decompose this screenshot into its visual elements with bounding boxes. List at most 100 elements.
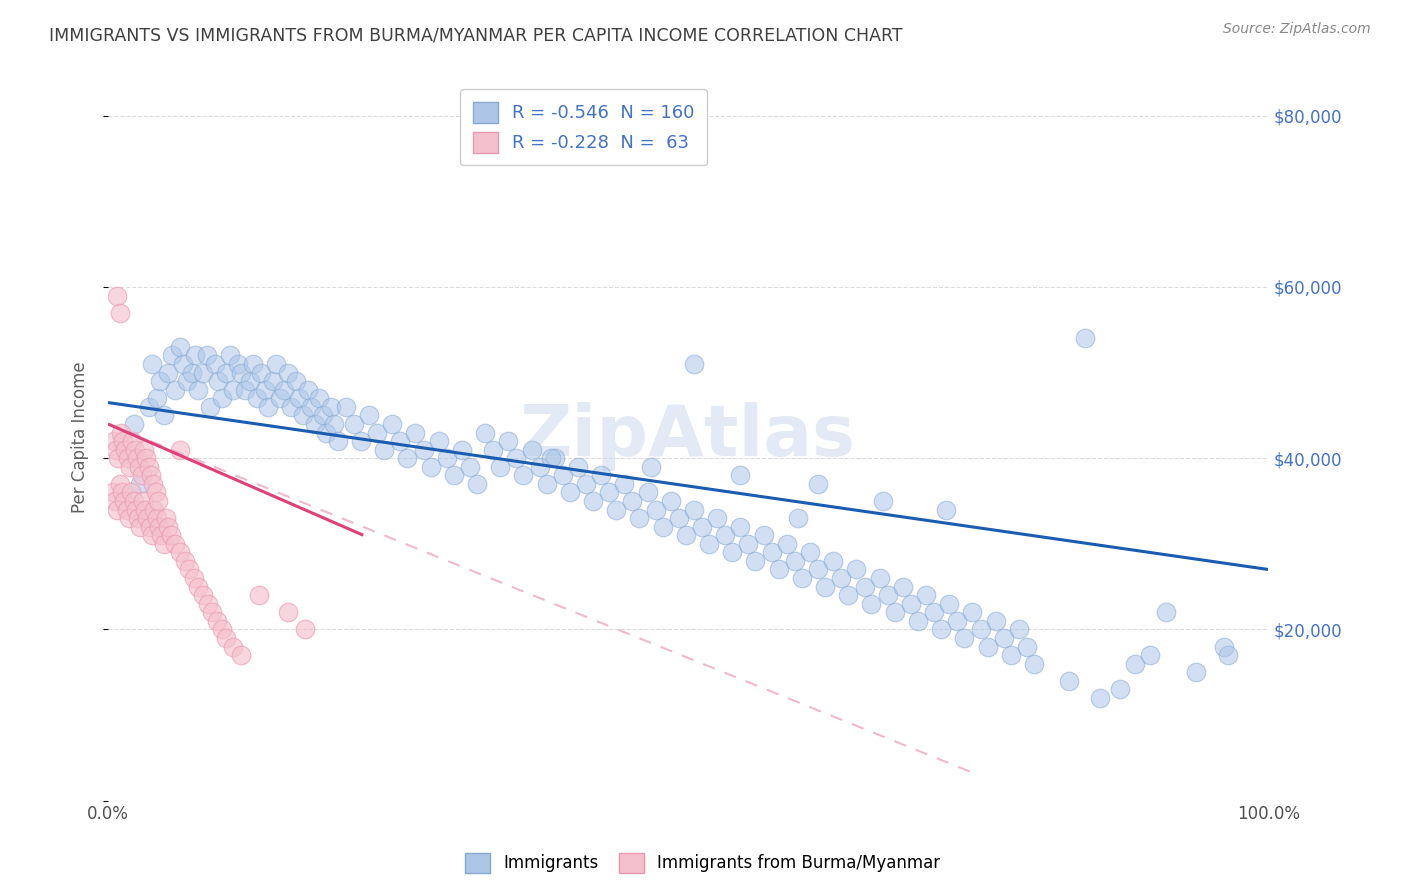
- Point: [138, 459, 160, 474]
- Point: [721, 545, 744, 559]
- Point: [315, 425, 337, 440]
- Point: [929, 623, 952, 637]
- Point: [211, 391, 233, 405]
- Point: [132, 442, 155, 457]
- Point: [783, 554, 806, 568]
- Point: [191, 366, 214, 380]
- Point: [118, 459, 141, 474]
- Point: [257, 400, 280, 414]
- Point: [640, 459, 662, 474]
- Point: [125, 451, 148, 466]
- Point: [136, 511, 159, 525]
- Point: [1057, 673, 1080, 688]
- Point: [105, 442, 128, 457]
- Point: [335, 400, 357, 414]
- Point: [443, 468, 465, 483]
- Point: [280, 400, 302, 414]
- Point: [598, 485, 620, 500]
- Point: [1154, 605, 1177, 619]
- Point: [984, 614, 1007, 628]
- Point: [807, 476, 830, 491]
- Point: [938, 597, 960, 611]
- Point: [482, 442, 505, 457]
- Point: [129, 476, 152, 491]
- Point: [250, 366, 273, 380]
- Point: [132, 494, 155, 508]
- Point: [135, 451, 157, 466]
- Point: [180, 366, 202, 380]
- Point: [953, 631, 976, 645]
- Point: [922, 605, 945, 619]
- Point: [969, 623, 991, 637]
- Point: [165, 383, 187, 397]
- Point: [120, 485, 142, 500]
- Point: [122, 494, 145, 508]
- Y-axis label: Per Capita Income: Per Capita Income: [72, 361, 89, 513]
- Point: [605, 502, 627, 516]
- Point: [776, 537, 799, 551]
- Point: [366, 425, 388, 440]
- Point: [637, 485, 659, 500]
- Point: [222, 640, 245, 654]
- Point: [883, 605, 905, 619]
- Point: [529, 459, 551, 474]
- Point: [621, 494, 644, 508]
- Point: [465, 476, 488, 491]
- Point: [157, 519, 180, 533]
- Point: [183, 571, 205, 585]
- Point: [288, 391, 311, 405]
- Point: [436, 451, 458, 466]
- Point: [814, 580, 837, 594]
- Point: [262, 374, 284, 388]
- Point: [790, 571, 813, 585]
- Point: [277, 366, 299, 380]
- Point: [205, 614, 228, 628]
- Point: [122, 417, 145, 431]
- Point: [187, 383, 209, 397]
- Point: [575, 476, 598, 491]
- Point: [730, 519, 752, 533]
- Point: [458, 459, 481, 474]
- Point: [869, 571, 891, 585]
- Point: [1008, 623, 1031, 637]
- Point: [149, 374, 172, 388]
- Point: [787, 511, 810, 525]
- Point: [900, 597, 922, 611]
- Point: [714, 528, 737, 542]
- Point: [837, 588, 859, 602]
- Point: [319, 400, 342, 414]
- Point: [613, 476, 636, 491]
- Point: [172, 357, 194, 371]
- Point: [505, 451, 527, 466]
- Point: [993, 631, 1015, 645]
- Point: [145, 391, 167, 405]
- Point: [474, 425, 496, 440]
- Point: [218, 349, 240, 363]
- Point: [110, 425, 132, 440]
- Point: [628, 511, 651, 525]
- Point: [191, 588, 214, 602]
- Point: [142, 476, 165, 491]
- Point: [1139, 648, 1161, 662]
- Point: [308, 391, 330, 405]
- Point: [823, 554, 845, 568]
- Point: [247, 588, 270, 602]
- Point: [744, 554, 766, 568]
- Point: [226, 357, 249, 371]
- Point: [143, 502, 166, 516]
- Point: [1216, 648, 1239, 662]
- Point: [697, 537, 720, 551]
- Point: [165, 537, 187, 551]
- Point: [111, 485, 134, 500]
- Point: [108, 476, 131, 491]
- Point: [520, 442, 543, 457]
- Point: [141, 528, 163, 542]
- Point: [872, 494, 894, 508]
- Point: [935, 502, 957, 516]
- Point: [134, 502, 156, 516]
- Point: [204, 357, 226, 371]
- Point: [311, 409, 333, 423]
- Point: [231, 366, 253, 380]
- Point: [1074, 331, 1097, 345]
- Point: [799, 545, 821, 559]
